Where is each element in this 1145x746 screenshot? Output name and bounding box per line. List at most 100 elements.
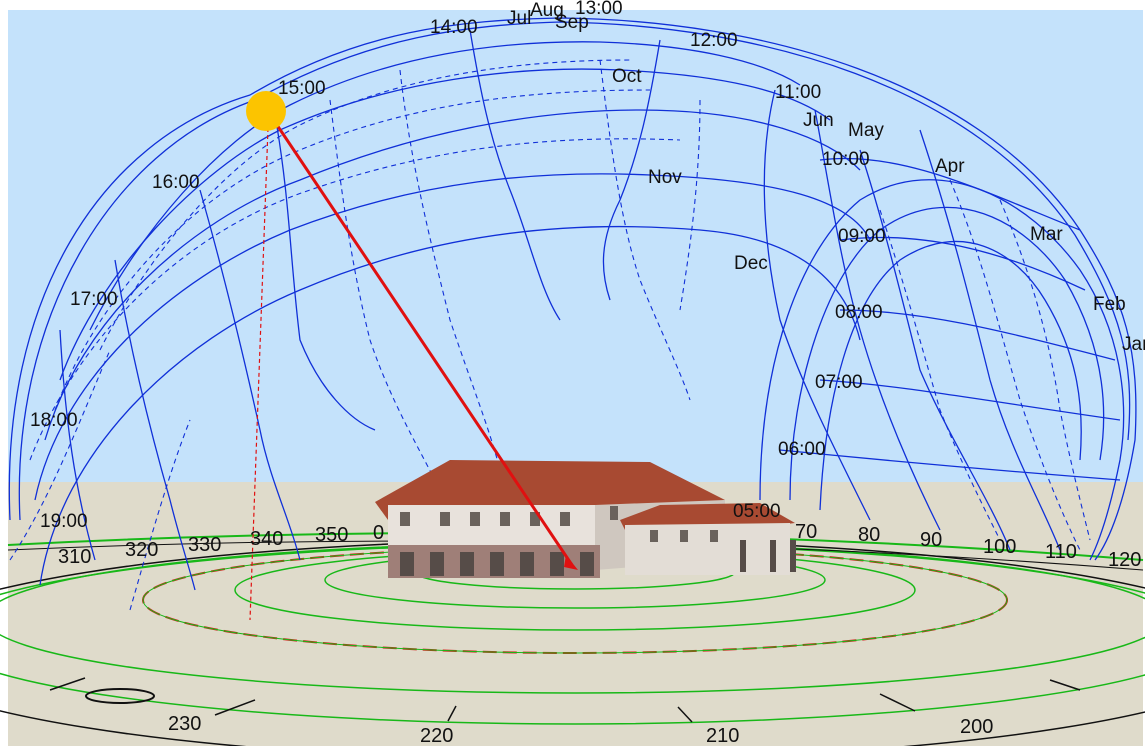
azimuth-label: 90 [920,529,942,551]
azimuth-label: 120 [1108,549,1141,571]
month-arc [759,179,1125,561]
arch [430,552,444,576]
hour-line-dashed [679,99,701,311]
hour-label: 08:00 [835,302,883,323]
hour-label: 05:00 [733,501,781,522]
hour-label: 19:00 [40,511,88,532]
pillar [770,540,776,572]
sun-disc-icon[interactable] [246,91,286,131]
sun-path-grid-dashed [9,59,1091,611]
hour-line [59,329,96,561]
window [560,512,570,526]
hour-label: 16:00 [152,172,200,193]
hour-label: 14:00 [430,17,478,38]
outer-boundary [8,17,1137,561]
month-label: Feb [1093,294,1126,315]
hour-label: 07:00 [815,372,863,393]
azimuth-label: 330 [188,534,221,556]
hour-line-dashed [329,99,441,491]
hour-line [469,29,561,321]
window [400,512,410,526]
hour-line [274,114,376,431]
window [710,530,718,542]
hour-row [839,309,1116,361]
month-label: Nov [648,167,682,188]
azimuth-label: 320 [125,539,158,561]
hour-line [199,189,301,561]
arch [580,552,594,576]
tick [1049,679,1081,691]
window [650,530,658,542]
azimuth-label: 310 [58,546,91,568]
window [610,506,618,520]
hour-label: 15:00 [278,78,326,99]
sun-ray-arrowhead [564,555,578,570]
arch [490,552,504,576]
hour-row [819,157,1081,231]
hour-row [839,236,1086,291]
month-arc-dashed [29,138,681,461]
outer-boundary [18,21,1131,521]
tick [214,699,256,716]
arch [460,552,474,576]
month-label: 13:00 [575,0,623,19]
month-label: Jan [1122,334,1145,355]
hour-row [779,449,1121,481]
azimuth-label: 0 [373,522,384,544]
hour-labels: 14:00 15:00 16:00 17:00 18:00 19:00 12:0… [30,17,886,532]
pillar [790,540,796,572]
hour-row [819,379,1121,421]
azimuth-label: 350 [315,524,348,546]
hour-line [859,149,1011,551]
arch [550,552,564,576]
window [500,512,510,526]
hour-label: 10:00 [822,149,870,170]
month-labels: Jul Aug Sep Oct Nov Dec Jun May Apr Mar … [507,0,1145,355]
hour-line [763,89,871,521]
azimuth-label: 70 [795,521,817,543]
hour-line-dashed [999,199,1091,541]
hour-label: 18:00 [30,410,78,431]
hour-line [814,109,941,531]
azimuth-ticks [49,677,1081,723]
month-label: Aug [530,0,564,21]
annex-wall [625,523,790,575]
hour-line-dashed [9,349,111,561]
month-arc [34,173,871,501]
month-label: Dec [734,253,768,274]
pillar [740,540,746,572]
windows [400,506,718,542]
sun-ray [275,124,574,566]
azimuth-label: 110 [1045,541,1077,563]
month-label: Jul [507,8,531,29]
sun-path-grid [8,17,1137,591]
arcade [400,540,796,576]
arch [520,552,534,576]
window [530,512,540,526]
sun-shadow-line [249,127,269,621]
azimuth-label: 100 [983,536,1016,558]
azimuth-label: 230 [168,713,201,735]
north-marker [85,688,155,704]
hour-label: 06:00 [778,439,826,460]
month-arc-dashed [54,89,651,411]
month-label: Mar [1030,224,1063,245]
azimuth-labels: 310 320 330 340 350 0 70 80 90 100 110 1… [58,521,1141,746]
azimuth-label: 200 [960,716,993,738]
month-label: Jun [803,110,834,131]
hour-label: 17:00 [70,289,118,310]
arch [400,552,414,576]
hour-line-dashed [599,59,691,401]
month-label: Sep [555,12,589,33]
azimuth-label: 80 [858,524,880,546]
hour-label: 12:00 [690,30,738,51]
tick [447,705,457,722]
month-label: May [848,120,884,141]
window [440,512,450,526]
hour-label: 09:00 [838,226,886,247]
azimuth-label: 220 [420,725,453,746]
hour-line [114,259,196,591]
month-arc [89,41,801,331]
